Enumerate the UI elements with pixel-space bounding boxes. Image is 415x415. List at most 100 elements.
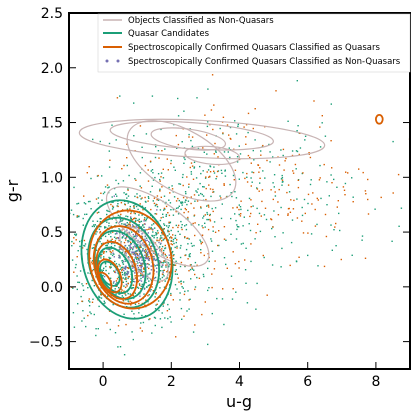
quasar-candidate-point [150, 279, 153, 282]
confirmed-non-quasar-point [129, 243, 132, 246]
confirmed-non-quasar-point [128, 231, 130, 233]
quasar-candidate-point [173, 166, 175, 168]
confirmed-quasar-point [181, 228, 183, 231]
confirmed-quasar-point [209, 214, 211, 217]
quasar-candidate-point [124, 231, 126, 233]
quasar-candidate-point [108, 258, 111, 260]
quasar-candidate-point [210, 238, 212, 240]
quasar-candidate-point [155, 234, 157, 236]
quasar-candidate-point [119, 346, 122, 348]
quasar-candidate-point [176, 288, 178, 290]
quasar-candidate-point [91, 247, 94, 249]
confirmed-quasar-point [155, 213, 158, 215]
quasar-candidate-point [96, 231, 98, 233]
confirmed-non-quasar-point [143, 250, 145, 252]
quasar-candidate-point [133, 313, 135, 315]
quasar-candidate-point [121, 295, 123, 297]
quasar-candidate-point [153, 258, 155, 260]
confirmed-quasar-point [340, 258, 342, 261]
confirmed-quasar-point [124, 204, 126, 206]
confirmed-quasar-point [238, 158, 241, 161]
quasar-candidate-point [163, 275, 165, 277]
quasar-candidate-point [250, 177, 252, 179]
confirmed-quasar-point [144, 164, 147, 167]
confirmed-non-quasar-point [125, 273, 127, 275]
quasar-candidate-point [221, 172, 223, 174]
confirmed-quasar-point [272, 198, 274, 201]
confirmed-non-quasar-point [103, 275, 106, 278]
quasar-candidate-point [108, 222, 110, 224]
quasar-candidate-point [82, 224, 84, 226]
quasar-candidate-point [162, 234, 164, 236]
quasar-candidate-point [117, 276, 120, 278]
confirmed-quasar-point [81, 300, 83, 302]
quasar-candidate-point [134, 203, 136, 206]
quasar-candidate-point [184, 191, 187, 193]
quasar-candidate-point [184, 236, 186, 239]
confirmed-quasar-point [96, 212, 99, 214]
quasar-candidate-point [135, 205, 138, 208]
confirmed-quasar-point [252, 171, 255, 174]
confirmed-quasar-point [170, 240, 172, 242]
quasar-candidate-point [119, 215, 121, 217]
quasar-candidate-point [281, 174, 283, 177]
confirmed-quasar-point [302, 172, 304, 174]
confirmed-quasar-point [140, 288, 142, 290]
quasar-candidate-point [169, 284, 171, 286]
confirmed-non-quasar-point [162, 271, 164, 274]
quasar-candidate-point [139, 185, 141, 187]
confirmed-quasar-point [139, 125, 142, 127]
quasar-candidate-point [142, 224, 144, 227]
quasar-candidate-point [106, 291, 108, 293]
confirmed-quasar-contour [97, 271, 113, 292]
confirmed-quasar-point [314, 208, 316, 211]
quasar-candidate-point [135, 220, 137, 222]
quasar-candidate-point [192, 331, 195, 333]
quasar-candidate-point [145, 220, 147, 222]
quasar-candidate-point [118, 228, 120, 230]
quasar-candidate-point [130, 211, 133, 213]
confirmed-quasar-point [352, 201, 354, 203]
confirmed-non-quasar-point [118, 256, 120, 259]
quasar-candidate-point [181, 202, 184, 204]
confirmed-quasar-point [145, 253, 148, 255]
quasar-candidate-point [256, 207, 258, 210]
confirmed-quasar-point [186, 237, 188, 240]
quasar-candidate-point [161, 231, 163, 234]
confirmed-quasar-point [138, 302, 140, 305]
confirmed-non-quasar-point [113, 195, 115, 197]
quasar-candidate-point [330, 174, 332, 176]
quasar-candidate-point [95, 249, 98, 251]
quasar-candidate-point [251, 171, 253, 173]
quasar-candidate-point [119, 257, 121, 259]
quasar-candidate-point [215, 178, 217, 180]
quasar-candidate-point [179, 292, 181, 294]
confirmed-quasar-point [129, 241, 132, 243]
quasar-candidate-point [161, 266, 163, 268]
confirmed-quasar-point [153, 202, 156, 205]
quasar-candidate-point [79, 270, 82, 272]
quasar-candidate-point [162, 213, 164, 215]
confirmed-quasar-point [249, 156, 251, 159]
confirmed-quasar-point [166, 158, 168, 160]
confirmed-quasar-point [125, 239, 127, 241]
quasar-candidate-point [141, 214, 143, 216]
quasar-candidate-point [197, 147, 200, 150]
quasar-candidate-point [92, 298, 94, 300]
confirmed-quasar-point [116, 97, 119, 99]
quasar-candidate-point [138, 312, 140, 314]
confirmed-non-quasar-point [156, 271, 158, 273]
confirmed-non-quasar-point [134, 246, 136, 248]
confirmed-quasar-point [206, 134, 208, 136]
quasar-candidate-point [148, 318, 150, 321]
confirmed-quasar-point [161, 273, 164, 275]
confirmed-quasar-point [125, 278, 127, 280]
confirmed-quasar-point [210, 109, 213, 111]
quasar-candidate-point [196, 276, 198, 279]
quasar-candidate-point [119, 95, 121, 97]
quasar-candidate-point [335, 245, 337, 247]
confirmed-quasar-point [169, 192, 171, 194]
confirmed-quasar-point [175, 210, 177, 213]
quasar-candidate-point [324, 135, 327, 137]
confirmed-quasar-point [208, 176, 210, 178]
